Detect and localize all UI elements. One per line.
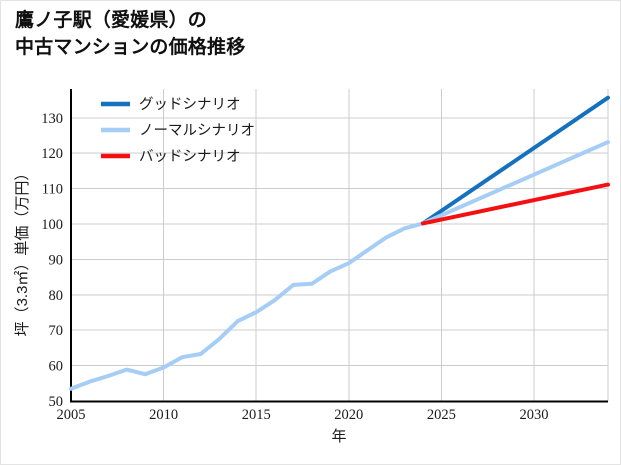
y-axis-title: 坪（3.3㎡）単価（万円） [14, 166, 31, 337]
y-tick-label: 70 [49, 323, 64, 339]
y-tick-label: 120 [41, 146, 63, 162]
y-tick-label: 50 [49, 394, 64, 410]
x-tick-label: 2010 [149, 407, 178, 423]
series-line-historical [69, 221, 425, 391]
legend-item-good-scenario[interactable]: グッドシナリオ [101, 96, 241, 113]
x-tick-label: 2030 [520, 407, 549, 423]
x-tick-label: 2025 [427, 407, 456, 423]
x-axis-title: 年 [331, 428, 346, 445]
y-tick-label: 110 [42, 182, 63, 198]
x-tick-label: 2005 [57, 407, 86, 423]
y-tick-label: 130 [41, 111, 63, 127]
legend-label-good-scenario: グッドシナリオ [139, 96, 241, 113]
y-tick-label: 90 [49, 252, 64, 268]
legend-label-bad-scenario: バッドシナリオ [139, 149, 241, 165]
legend-label-normal-scenario: ノーマルシナリオ [139, 123, 255, 139]
chart-legend: グッドシナリオ ノーマルシナリオ バッドシナリオ [101, 96, 255, 165]
x-axis-tick-labels: 2005 2010 2015 2020 2025 2030 [57, 407, 549, 423]
y-tick-label: 60 [49, 359, 64, 375]
series-line-good-scenario [420, 95, 610, 226]
series-line-bad-scenario [420, 182, 610, 226]
y-tick-label: 100 [41, 217, 63, 233]
x-tick-label: 2020 [334, 407, 363, 423]
y-tick-label: 80 [49, 288, 64, 304]
legend-item-normal-scenario[interactable]: ノーマルシナリオ [101, 123, 255, 139]
series-line-normal-scenario [420, 140, 610, 226]
legend-item-bad-scenario[interactable]: バッドシナリオ [101, 149, 241, 165]
y-axis-tick-labels: 50 60 70 80 90 100 110 120 130 [41, 111, 63, 410]
axis-spines [69, 89, 608, 403]
x-tick-label: 2015 [242, 407, 271, 423]
page-title: 鷹ノ子駅（愛媛県）の 中古マンションの価格推移 [15, 10, 246, 58]
